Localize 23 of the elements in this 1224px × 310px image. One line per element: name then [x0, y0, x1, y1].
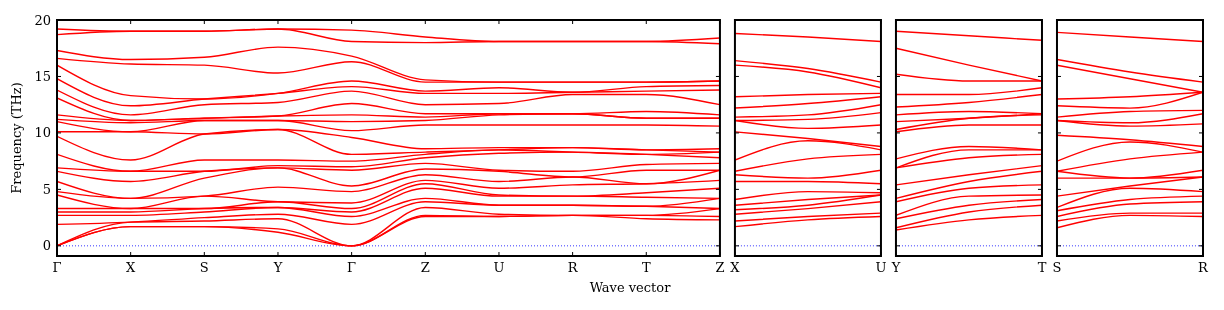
- x-tick-label: X: [730, 260, 741, 275]
- x-tick-label: X: [126, 260, 137, 275]
- x-tick-label: T: [1037, 260, 1047, 275]
- x-tick-label: S: [199, 260, 209, 275]
- x-axis-title: Wave vector: [589, 280, 672, 295]
- x-tick-label: T: [641, 260, 651, 275]
- x-tick-label: U: [493, 260, 505, 275]
- y-tick-label: 0: [42, 238, 51, 254]
- x-tick-label: Z: [715, 260, 725, 275]
- x-tick-label: Γ: [347, 260, 357, 275]
- y-tick-label: 10: [34, 125, 51, 141]
- x-tick-label: Γ: [52, 260, 62, 275]
- x-tick-label: S: [1052, 260, 1062, 275]
- x-tick-label: Y: [890, 260, 901, 275]
- y-tick-label: 15: [34, 69, 51, 85]
- x-tick-label: Y: [272, 260, 283, 275]
- x-tick-label: R: [1198, 260, 1210, 275]
- y-axis-title: Frequency (THz): [9, 82, 24, 194]
- y-tick-label: 20: [34, 12, 51, 28]
- y-tick-label: 5: [42, 181, 51, 197]
- x-tick-label: U: [875, 260, 887, 275]
- x-tick-label: Z: [420, 260, 430, 275]
- x-tick-label: R: [567, 260, 579, 275]
